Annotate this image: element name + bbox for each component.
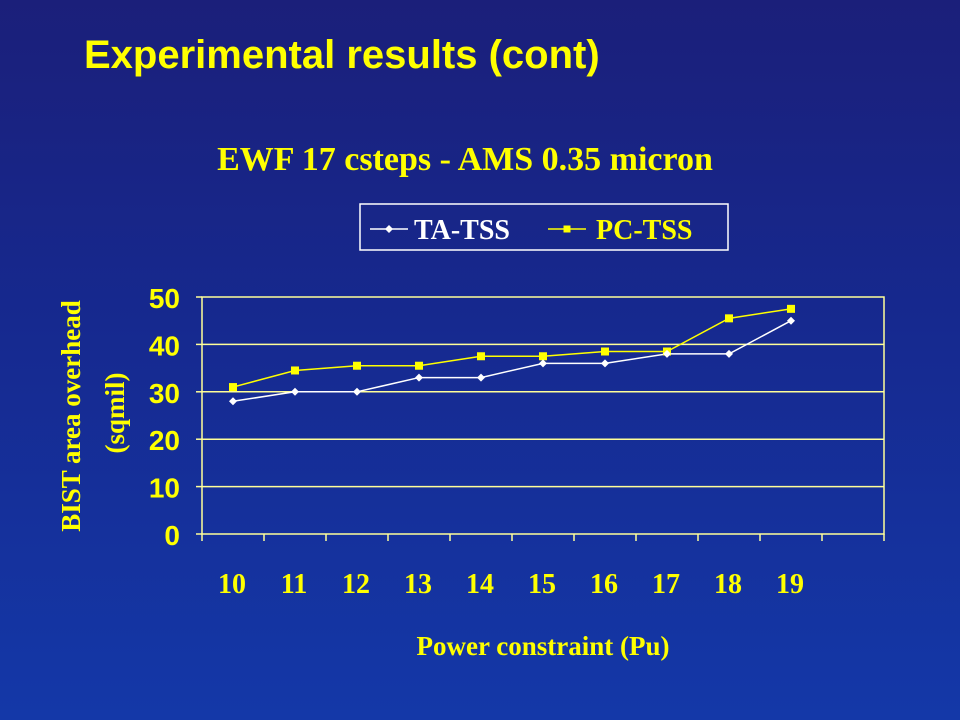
- plot-area: 0 10 20 30 40 50 10 11 12 13 14 15 16 17 18 19: [149, 283, 885, 600]
- point-pc-tss-12: [353, 361, 361, 370]
- x-tick-label-10: 10: [218, 569, 246, 600]
- y-tick-label-0: 0: [164, 520, 180, 551]
- y-tick-label-20: 20: [149, 425, 180, 456]
- chart-title: EWF 17 csteps - AMS 0.35 micron: [217, 141, 713, 178]
- point-pc-tss-16: [601, 347, 609, 356]
- point-ta-tss-14: [477, 373, 485, 382]
- point-ta-tss-13: [415, 373, 423, 382]
- x-tick-label-14: 14: [466, 569, 494, 600]
- point-ta-tss-18: [725, 349, 733, 358]
- point-pc-tss-10: [229, 383, 237, 392]
- x-tick-label-15: 15: [528, 569, 556, 600]
- point-ta-tss-15: [539, 359, 547, 368]
- point-pc-tss-18: [725, 314, 733, 323]
- y-axis-label-line-1: BIST area overhead: [56, 300, 86, 532]
- y-tick-label-50: 50: [149, 283, 180, 314]
- legend-marker-ta-tss: [385, 225, 393, 233]
- legend: TA-TSS PC-TSS: [359, 203, 729, 251]
- x-tick-label-19: 19: [776, 569, 804, 600]
- x-tick-label-18: 18: [714, 569, 742, 600]
- x-tick-label-12: 12: [342, 569, 370, 600]
- slide-title: Experimental results (cont): [84, 33, 600, 77]
- point-pc-tss-11: [291, 366, 299, 375]
- series-line-ta-tss: [232, 320, 792, 403]
- point-pc-tss-19: [787, 304, 795, 313]
- point-ta-tss-16: [601, 359, 609, 368]
- point-ta-tss-10: [229, 397, 237, 406]
- y-axis-label-line-2: (sqmil): [100, 373, 130, 454]
- y-tick-label-40: 40: [149, 330, 180, 361]
- x-tick-label-11: 11: [281, 569, 307, 600]
- point-pc-tss-15: [539, 352, 547, 361]
- legend-marker-pc-tss: [563, 225, 571, 233]
- plot-frame: [201, 296, 885, 535]
- x-tick-label-16: 16: [590, 569, 618, 600]
- y-tick-label-30: 30: [149, 378, 180, 409]
- y-tick-label-10: 10: [149, 473, 180, 504]
- legend-box: [359, 203, 729, 251]
- point-pc-tss-13: [415, 361, 423, 370]
- x-tick-label-17: 17: [652, 569, 680, 600]
- legend-label-pc-tss: PC-TSS: [596, 215, 692, 246]
- point-ta-tss-12: [353, 387, 361, 396]
- point-ta-tss-17: [663, 349, 671, 358]
- point-pc-tss-14: [477, 352, 485, 361]
- series-line-pc-tss: [232, 308, 792, 388]
- legend-label-ta-tss: TA-TSS: [414, 215, 510, 246]
- point-ta-tss-19: [787, 316, 795, 325]
- x-axis-label: Power constraint (Pu): [417, 631, 670, 661]
- point-ta-tss-11: [291, 387, 299, 396]
- x-tick-label-13: 13: [404, 569, 432, 600]
